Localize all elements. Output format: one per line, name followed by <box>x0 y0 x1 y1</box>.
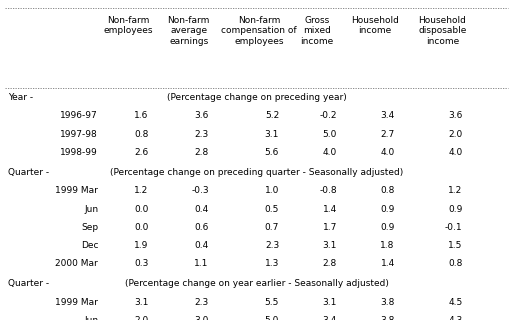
Text: 2.3: 2.3 <box>265 241 279 250</box>
Text: 0.7: 0.7 <box>265 223 279 232</box>
Text: 3.4: 3.4 <box>381 111 395 120</box>
Text: 5.0: 5.0 <box>323 130 337 139</box>
Text: 0.4: 0.4 <box>194 241 209 250</box>
Text: Non-farm
compensation of
employees: Non-farm compensation of employees <box>221 16 297 46</box>
Text: 1998-99: 1998-99 <box>61 148 98 157</box>
Text: (Percentage change on preceding year): (Percentage change on preceding year) <box>167 92 346 101</box>
Text: 0.3: 0.3 <box>134 259 148 268</box>
Text: 1.4: 1.4 <box>381 259 395 268</box>
Text: 4.3: 4.3 <box>448 316 463 320</box>
Text: 4.0: 4.0 <box>448 148 463 157</box>
Text: 1996-97: 1996-97 <box>61 111 98 120</box>
Text: 1.3: 1.3 <box>265 259 279 268</box>
Text: 2000 Mar: 2000 Mar <box>55 259 98 268</box>
Text: -0.2: -0.2 <box>320 111 337 120</box>
Text: 0.0: 0.0 <box>134 204 148 213</box>
Text: 5.6: 5.6 <box>265 148 279 157</box>
Text: 5.5: 5.5 <box>265 298 279 307</box>
Text: -0.3: -0.3 <box>191 186 209 195</box>
Text: 1.9: 1.9 <box>134 241 148 250</box>
Text: 3.1: 3.1 <box>323 298 337 307</box>
Text: 3.4: 3.4 <box>323 316 337 320</box>
Text: 4.0: 4.0 <box>381 148 395 157</box>
Text: 2.0: 2.0 <box>134 316 148 320</box>
Text: 1999 Mar: 1999 Mar <box>55 186 98 195</box>
Text: Year -: Year - <box>8 92 33 101</box>
Text: 0.8: 0.8 <box>448 259 463 268</box>
Text: 0.4: 0.4 <box>194 204 209 213</box>
Text: Quarter -: Quarter - <box>8 279 49 288</box>
Text: 2.0: 2.0 <box>448 130 463 139</box>
Text: 2.8: 2.8 <box>323 259 337 268</box>
Text: 2.8: 2.8 <box>194 148 209 157</box>
Text: 1.8: 1.8 <box>380 241 395 250</box>
Text: 2.6: 2.6 <box>134 148 148 157</box>
Text: 1.0: 1.0 <box>265 186 279 195</box>
Text: 1997-98: 1997-98 <box>61 130 98 139</box>
Text: Non-farm
average
earnings: Non-farm average earnings <box>167 16 210 46</box>
Text: 1.2: 1.2 <box>134 186 148 195</box>
Text: 0.6: 0.6 <box>194 223 209 232</box>
Text: 0.8: 0.8 <box>380 186 395 195</box>
Text: 2.3: 2.3 <box>194 130 209 139</box>
Text: 5.0: 5.0 <box>265 316 279 320</box>
Text: 2.7: 2.7 <box>381 130 395 139</box>
Text: 3.6: 3.6 <box>194 111 209 120</box>
Text: 5.2: 5.2 <box>265 111 279 120</box>
Text: 3.1: 3.1 <box>323 241 337 250</box>
Text: 1.2: 1.2 <box>448 186 463 195</box>
Text: Dec: Dec <box>81 241 98 250</box>
Text: 1999 Mar: 1999 Mar <box>55 298 98 307</box>
Text: 3.8: 3.8 <box>380 298 395 307</box>
Text: 4.5: 4.5 <box>448 298 463 307</box>
Text: 0.9: 0.9 <box>380 204 395 213</box>
Text: 3.6: 3.6 <box>448 111 463 120</box>
Text: 3.8: 3.8 <box>380 316 395 320</box>
Text: -0.1: -0.1 <box>445 223 463 232</box>
Text: (Percentage change on preceding quarter - Seasonally adjusted): (Percentage change on preceding quarter … <box>110 168 403 177</box>
Text: (Percentage change on year earlier - Seasonally adjusted): (Percentage change on year earlier - Sea… <box>125 279 388 288</box>
Text: 0.5: 0.5 <box>265 204 279 213</box>
Text: Quarter -: Quarter - <box>8 168 49 177</box>
Text: Jun: Jun <box>84 204 98 213</box>
Text: 3.1: 3.1 <box>265 130 279 139</box>
Text: 3.0: 3.0 <box>194 316 209 320</box>
Text: 0.0: 0.0 <box>134 223 148 232</box>
Text: 4.0: 4.0 <box>323 148 337 157</box>
Text: 3.1: 3.1 <box>134 298 148 307</box>
Text: 0.9: 0.9 <box>448 204 463 213</box>
Text: -0.8: -0.8 <box>319 186 337 195</box>
Text: Gross
mixed
income: Gross mixed income <box>300 16 333 46</box>
Text: 0.8: 0.8 <box>134 130 148 139</box>
Text: Household
disposable
income: Household disposable income <box>418 16 467 46</box>
Text: 1.7: 1.7 <box>323 223 337 232</box>
Text: Jun: Jun <box>84 316 98 320</box>
Text: 1.4: 1.4 <box>323 204 337 213</box>
Text: 1.1: 1.1 <box>194 259 209 268</box>
Text: 1.6: 1.6 <box>134 111 148 120</box>
Text: 1.5: 1.5 <box>448 241 463 250</box>
Text: Sep: Sep <box>81 223 98 232</box>
Text: Non-farm
employees: Non-farm employees <box>104 16 153 36</box>
Text: 0.9: 0.9 <box>380 223 395 232</box>
Text: 2.3: 2.3 <box>194 298 209 307</box>
Text: Household
income: Household income <box>351 16 399 36</box>
